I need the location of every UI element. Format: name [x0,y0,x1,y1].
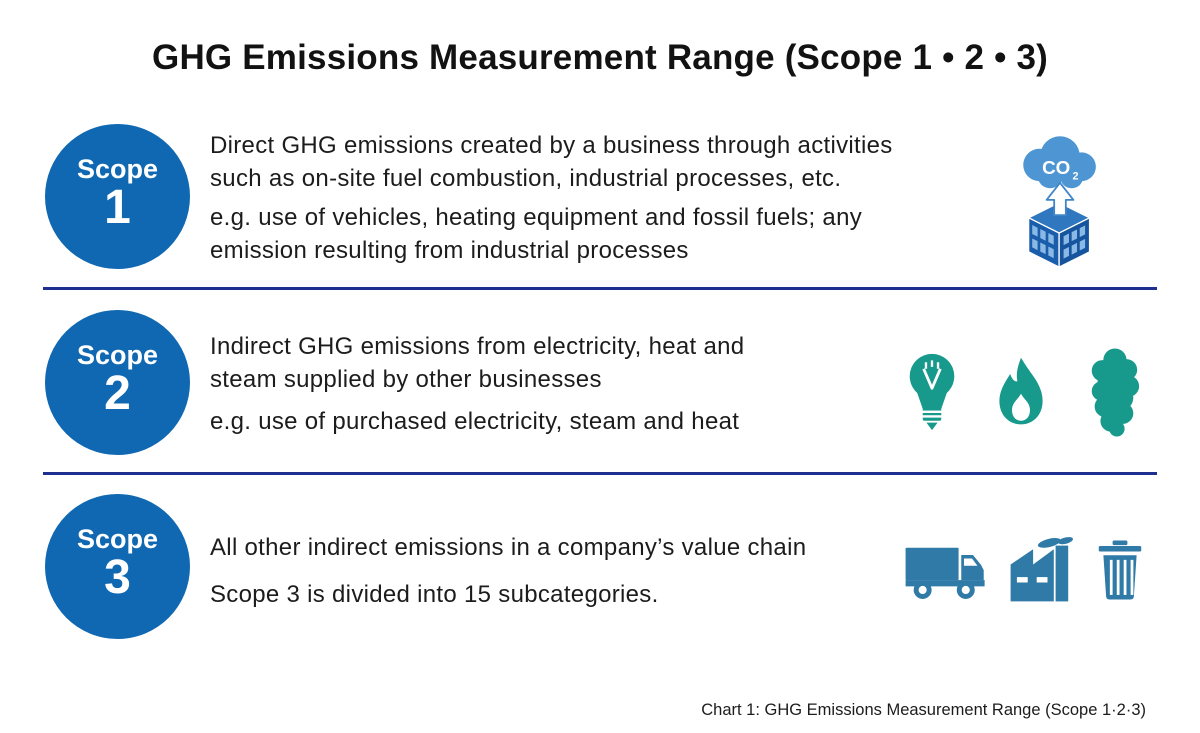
co2-cloud-building-icon: CO 2 [1023,136,1096,269]
lightbulb-icon [909,353,955,431]
co2-subscript: 2 [1073,170,1079,182]
scope-2-text: Indirect GHG emissions from electricity,… [210,330,744,438]
scope-2-number: 2 [104,366,131,420]
scope-1-icons: CO 2 [1008,129,1112,274]
scope-1-example: e.g. use of vehicles, heating equipment … [210,204,863,231]
scope-2-label: Scope [76,339,159,370]
scope-2-description: Indirect GHG emissions from electricity,… [210,333,745,360]
scope-2-icons [906,347,1142,437]
scope-3-description: All other indirect emissions in a compan… [210,534,807,561]
chart-caption: Chart 1: GHG Emissions Measurement Range… [701,660,1146,733]
scope-3-number: 3 [104,550,131,604]
co2-label: CO [1042,157,1070,178]
scope-1-description: Direct GHG emissions created by a busine… [210,132,893,159]
scope-3-icons [902,536,1144,602]
scope-2-example: e.g. use of purchased electricity, steam… [210,408,740,435]
scope-1-number: 1 [104,180,131,234]
scope-1-text: Direct GHG emissions created by a busine… [210,129,893,267]
scope-1-badge: Scope 1 [45,124,190,269]
steam-cloud-icon [1091,348,1140,437]
caption-line: Chart 1: GHG Emissions Measurement Range… [701,701,1146,719]
factory-icon [1010,537,1073,602]
flame-icon [999,357,1043,425]
scope-3-example: Scope 3 is divided into 15 subcategories… [210,581,659,608]
page-title: GHG Emissions Measurement Range (Scope 1… [152,38,1048,77]
scope-1-label: Scope [76,153,159,184]
section-divider [43,472,1157,475]
trash-can-icon [1098,540,1142,600]
scope-3-badge: Scope 3 [45,494,190,639]
truck-icon [905,547,985,599]
scope-3-text: All other indirect emissions in a compan… [210,531,806,611]
section-divider [43,287,1157,290]
scope-3-label: Scope [76,523,159,554]
scope-2-badge: Scope 2 [45,310,190,455]
